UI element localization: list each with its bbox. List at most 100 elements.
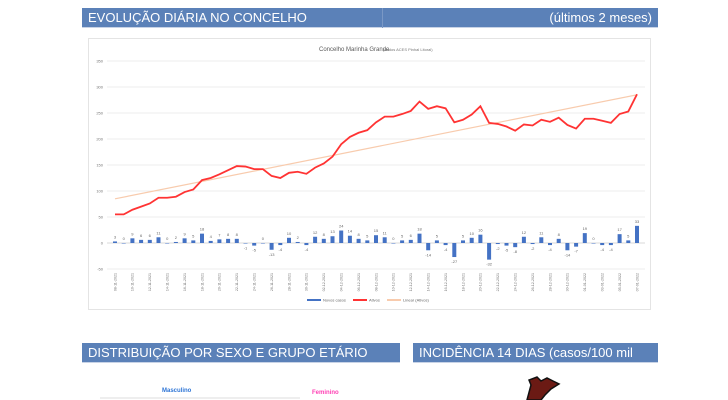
x-tick-label: 18-12-2021 <box>461 273 465 291</box>
bar-data-label: 10 <box>469 231 474 236</box>
bar-data-label: 12 <box>313 230 318 235</box>
bar-data-label: 18 <box>417 227 422 232</box>
x-tick-label: 26-11-2021 <box>270 273 274 291</box>
bar-data-label: 6 <box>149 233 152 238</box>
x-tick-label: 04-12-2021 <box>340 273 344 291</box>
x-tick-label: 30-12-2021 <box>566 273 570 291</box>
x-tick-label: 05-01-2022 <box>618 273 622 291</box>
bar-data-label: -1 <box>244 246 248 251</box>
bar-novos-casos <box>121 243 126 244</box>
bar-novos-casos <box>574 243 579 247</box>
bar-novos-casos <box>173 241 178 243</box>
section-title: EVOLUÇÃO DIÁRIA NO CONCELHO <box>88 10 307 25</box>
bar-novos-casos <box>582 233 587 243</box>
x-tick-label: 07-01-2022 <box>635 273 639 291</box>
bar-novos-casos <box>295 241 300 243</box>
bar-data-label: 16 <box>478 228 483 233</box>
bar-novos-casos <box>365 240 370 243</box>
bar-novos-casos <box>408 239 413 243</box>
x-tick-label: 22-12-2021 <box>496 273 500 291</box>
bar-novos-casos <box>591 243 596 244</box>
y-tick-label: -50 <box>97 267 104 272</box>
bar-data-label: -2 <box>496 246 500 251</box>
female-label: Feminino <box>312 390 339 396</box>
bar-novos-casos <box>313 236 318 243</box>
bar-novos-casos <box>330 236 335 243</box>
bar-data-label: 2 <box>297 235 300 240</box>
bar-novos-casos <box>217 239 222 243</box>
bar-novos-casos <box>426 243 431 251</box>
bar-data-label: 10 <box>287 231 292 236</box>
legend-swatch <box>387 299 401 301</box>
bar-data-label: 2 <box>175 235 178 240</box>
x-tick-label: 18-11-2021 <box>200 273 204 291</box>
x-tick-label: 28-11-2021 <box>287 273 291 291</box>
bar-data-label: 18 <box>200 227 205 232</box>
y-tick-label: 150 <box>96 163 103 168</box>
divider <box>382 8 383 28</box>
bar-data-label: 5 <box>436 233 439 238</box>
bar-data-label: 9 <box>131 231 134 236</box>
male-label: Masculino <box>162 388 192 394</box>
bar-novos-casos <box>200 233 204 243</box>
section-header-incidence: INCIDÊNCIA 14 DIAS (casos/100 mil hab) <box>413 343 658 379</box>
bar-data-label: -5 <box>505 248 509 253</box>
bar-data-label: -4 <box>305 247 309 252</box>
bar-data-label: 6 <box>140 233 143 238</box>
chart-title: Concelho Marinha Grande <box>319 47 390 53</box>
bar-novos-casos <box>400 240 405 243</box>
bar-novos-casos <box>617 234 622 243</box>
bar-data-label: 15 <box>374 228 379 233</box>
legend-label: Novos casos <box>323 298 346 303</box>
bar-novos-casos <box>469 237 474 243</box>
bar-novos-casos <box>321 238 326 243</box>
bar-data-label: 33 <box>635 219 640 224</box>
bar-data-label: 7 <box>218 232 221 237</box>
x-tick-label: 20-12-2021 <box>479 273 483 291</box>
pyramid-axis <box>100 397 300 399</box>
x-tick-label: 16-11-2021 <box>183 273 187 291</box>
bar-data-label: 5 <box>401 233 404 238</box>
bar-novos-casos <box>600 243 605 246</box>
bar-novos-casos <box>252 243 257 246</box>
y-tick-label: 350 <box>96 59 103 64</box>
legend-swatch <box>307 299 321 301</box>
x-tick-label: 12-12-2021 <box>409 273 413 291</box>
bar-data-label: 4 <box>210 234 213 239</box>
bar-novos-casos <box>182 238 187 243</box>
bar-novos-casos <box>530 243 535 245</box>
bar-novos-casos <box>260 243 265 244</box>
x-tick-label: 12-11-2021 <box>148 273 152 291</box>
bar-novos-casos <box>434 240 439 243</box>
bar-data-label: 11 <box>539 230 544 235</box>
trendline-ativos <box>114 94 638 200</box>
y-tick-label: 300 <box>96 85 103 90</box>
bar-data-label: 8 <box>323 232 326 237</box>
bar-novos-casos <box>287 237 291 243</box>
bar-data-label: 8 <box>357 232 360 237</box>
x-tick-label: 24-12-2021 <box>514 273 518 291</box>
bar-novos-casos <box>356 238 361 243</box>
section-header-daily-evolution: EVOLUÇÃO DIÁRIA NO CONCELHO (últimos 2 m… <box>82 8 658 28</box>
bar-data-label: 9 <box>183 231 186 236</box>
bar-novos-casos <box>452 243 457 258</box>
bar-novos-casos <box>513 243 518 248</box>
bar-data-label: 8 <box>227 232 230 237</box>
bar-data-label: -14 <box>425 252 432 257</box>
x-tick-label: 28-12-2021 <box>548 273 552 291</box>
x-tick-label: 06-12-2021 <box>357 273 361 291</box>
bar-data-label: 6 <box>410 233 413 238</box>
x-tick-label: 14-11-2021 <box>166 273 170 291</box>
bar-novos-casos <box>521 236 526 243</box>
bar-data-label: 0 <box>123 236 126 241</box>
x-tick-label: 20-11-2021 <box>218 273 222 291</box>
bar-novos-casos <box>113 241 117 243</box>
bar-novos-casos <box>443 243 448 246</box>
y-tick-label: 250 <box>96 111 103 116</box>
bar-novos-casos <box>626 240 631 243</box>
bar-novos-casos <box>347 235 352 243</box>
legend-label: Linear (Ativos) <box>403 298 429 303</box>
x-tick-label: 02-12-2021 <box>322 273 326 291</box>
legend-label: Ativos <box>369 298 380 303</box>
bar-data-label: 13 <box>330 229 335 234</box>
